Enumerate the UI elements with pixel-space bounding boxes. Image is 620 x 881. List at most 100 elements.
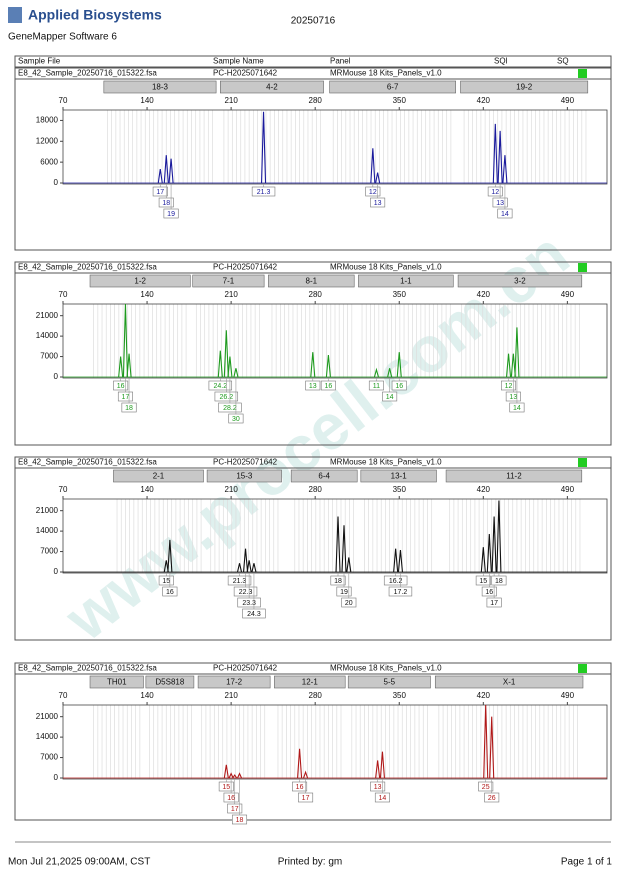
allele-label: 13 <box>509 394 517 401</box>
y-tick-label: 21000 <box>36 712 59 721</box>
allele-label: 13 <box>374 200 382 207</box>
locus-name: 17-2 <box>226 678 243 687</box>
panel-name: MRMouse 18 Kits_Panels_v1.0 <box>330 664 442 673</box>
sample-name: PC-H2025071642 <box>213 69 278 78</box>
x-tick-label: 280 <box>309 290 323 299</box>
allele-box <box>505 391 521 402</box>
locus-name: 11-2 <box>506 472 522 481</box>
allele-box <box>475 575 491 586</box>
allele-box <box>298 792 314 803</box>
locus-name: 1-2 <box>134 277 146 286</box>
allele-label: 21.3 <box>257 189 271 196</box>
x-tick-label: 280 <box>309 691 323 700</box>
allele-label: 18 <box>125 405 133 412</box>
panel-frame <box>14 662 612 821</box>
peak <box>387 368 393 378</box>
locus-box <box>457 274 583 288</box>
locus-box <box>329 80 456 94</box>
peak <box>232 774 238 779</box>
locus-name: 5-5 <box>384 678 396 687</box>
allele-box <box>163 208 179 219</box>
x-tick-label: 140 <box>140 290 154 299</box>
y-tick-label: 21000 <box>36 311 59 320</box>
locus-box <box>268 274 355 288</box>
allele-box <box>368 380 384 391</box>
allele-box <box>382 391 398 402</box>
peak <box>496 500 502 573</box>
peak <box>489 716 495 779</box>
panel-frame <box>14 456 612 641</box>
sq-flag <box>578 458 587 467</box>
locus-box <box>290 469 358 483</box>
locus-box <box>220 80 324 94</box>
x-tick-label: 280 <box>309 485 323 494</box>
y-tick-label: 14000 <box>36 331 59 340</box>
x-tick-label: 350 <box>393 96 407 105</box>
plot-frame <box>62 704 608 780</box>
x-tick-label: 70 <box>59 96 68 105</box>
allele-box <box>237 597 261 608</box>
allele-box <box>484 792 500 803</box>
y-tick-label: 18000 <box>36 116 59 125</box>
allele-label: 17.2 <box>394 589 408 596</box>
allele-label: 14 <box>386 394 394 401</box>
allele-box <box>370 781 386 792</box>
peak <box>491 516 497 573</box>
allele-box <box>228 413 244 424</box>
allele-label: 16 <box>117 383 125 390</box>
peak <box>370 148 376 184</box>
peak <box>246 560 252 573</box>
allele-box <box>383 575 408 586</box>
allele-label: 12 <box>505 383 513 390</box>
allele-box <box>365 186 381 197</box>
allele-box <box>251 186 276 197</box>
peak <box>126 353 132 378</box>
allele-label: 16 <box>166 589 174 596</box>
locus-name: TH01 <box>107 678 127 687</box>
allele-label: 14 <box>513 405 521 412</box>
allele-box <box>492 197 508 208</box>
peak <box>483 704 489 779</box>
peak <box>163 155 169 184</box>
peak <box>228 772 234 779</box>
allele-label: 19 <box>340 589 348 596</box>
column-header <box>14 55 612 68</box>
locus-name: 13-1 <box>391 472 408 481</box>
peak <box>335 516 341 573</box>
x-tick-label: 210 <box>224 485 238 494</box>
allele-box <box>501 380 517 391</box>
peak <box>251 563 257 573</box>
allele-label: 17 <box>156 189 164 196</box>
y-tick-label: 7000 <box>40 753 58 762</box>
allele-label: 18 <box>334 578 342 585</box>
locus-box <box>445 469 583 483</box>
panel-frame <box>14 67 612 251</box>
peak <box>492 123 498 184</box>
locus-box <box>206 469 282 483</box>
locus-name: 1-1 <box>400 277 412 286</box>
y-tick-label: 14000 <box>36 526 59 535</box>
peak <box>486 534 492 573</box>
allele-box <box>227 803 243 814</box>
locus-name: 6-7 <box>387 83 399 92</box>
allele-box <box>320 380 336 391</box>
x-tick-label: 140 <box>140 96 154 105</box>
peak <box>237 772 243 779</box>
column-title: Sample Name <box>213 57 264 66</box>
peak <box>118 356 124 378</box>
locus-name: 12-1 <box>302 678 319 687</box>
allele-box <box>233 586 258 597</box>
x-tick-label: 140 <box>140 691 154 700</box>
panel-frame <box>14 261 612 446</box>
sample-file: E8_42_Sample_20250716_015322.fsa <box>18 263 157 272</box>
sample-file: E8_42_Sample_20250716_015322.fsa <box>18 664 157 673</box>
allele-label: 16 <box>227 795 235 802</box>
allele-label: 24.2 <box>214 383 228 390</box>
allele-box <box>330 575 346 586</box>
printed-by: Printed by: gm <box>278 857 342 868</box>
x-tick-label: 350 <box>393 691 407 700</box>
allele-label: 14 <box>501 211 509 218</box>
allele-label: 13 <box>496 200 504 207</box>
locus-box <box>347 675 431 689</box>
x-tick-label: 350 <box>393 290 407 299</box>
